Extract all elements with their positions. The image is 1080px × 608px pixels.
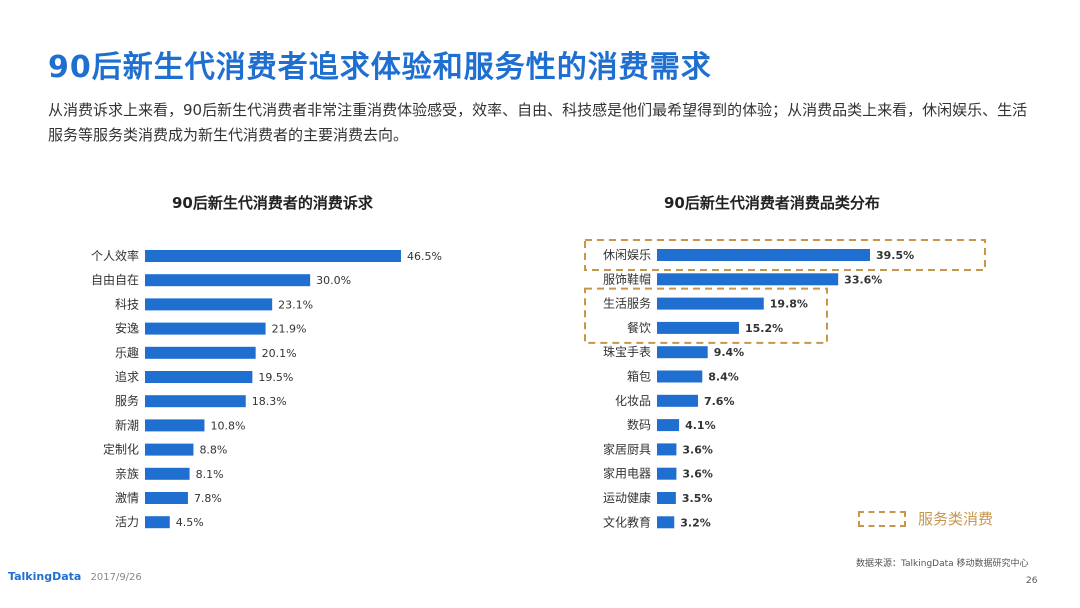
left-value-label: 30.0% bbox=[316, 274, 351, 287]
left-value-label: 10.8% bbox=[210, 419, 245, 432]
data-source: 数据来源：TalkingData 移动数据研究中心 bbox=[856, 559, 1029, 569]
left-bar bbox=[145, 322, 266, 335]
right-category-label: 箱包 bbox=[627, 369, 651, 384]
left-category-label: 活力 bbox=[115, 515, 139, 529]
highlight-box bbox=[584, 239, 986, 271]
left-value-label: 23.1% bbox=[278, 298, 313, 311]
right-bar bbox=[657, 249, 870, 261]
right-bar bbox=[657, 297, 764, 310]
footer-brand: TalkingData bbox=[8, 570, 82, 583]
left-category-label: 乐趣 bbox=[115, 345, 139, 360]
legend: 服务类消费 bbox=[858, 508, 993, 529]
page-title: 90后新生代消费者追求体验和服务性的消费需求 bbox=[48, 50, 712, 85]
right-value-label: 4.1% bbox=[685, 419, 716, 432]
right-bar bbox=[657, 346, 708, 359]
right-bar bbox=[657, 492, 676, 504]
right-bar bbox=[657, 273, 839, 286]
left-chart: 个人效率 46.5% 自由自在 30.0% 科技 23.1% 安逸 21.9% 乐趣 20.1% 追… bbox=[91, 248, 442, 529]
right-value-label: 39.5% bbox=[876, 249, 914, 262]
right-value-label: 8.4% bbox=[708, 371, 739, 384]
legend-label: 服务类消费 bbox=[918, 510, 994, 528]
right-category-label: 家居厨具 bbox=[603, 441, 651, 456]
right-category-label: 文化教育 bbox=[603, 514, 651, 529]
right-value-label: 3.6% bbox=[682, 468, 713, 481]
left-category-label: 自由自在 bbox=[91, 273, 139, 287]
left-value-label: 4.5% bbox=[176, 516, 204, 529]
left-category-label: 服务 bbox=[115, 393, 139, 408]
right-chart-title: 90后新生代消费者消费品类分布 bbox=[664, 194, 880, 212]
left-value-label: 21.9% bbox=[272, 323, 307, 336]
right-category-label: 生活服务 bbox=[603, 296, 651, 311]
footer-date: 2017/9/26 bbox=[90, 572, 142, 583]
highlight-box bbox=[584, 287, 828, 344]
left-value-label: 8.8% bbox=[199, 444, 227, 457]
left-value-label: 18.3% bbox=[252, 395, 287, 408]
right-value-label: 3.6% bbox=[682, 443, 713, 456]
left-bar bbox=[145, 492, 188, 504]
right-bar bbox=[657, 321, 739, 334]
left-category-label: 追求 bbox=[115, 369, 139, 384]
left-category-label: 新潮 bbox=[115, 417, 139, 432]
right-bar bbox=[657, 370, 703, 383]
left-bar bbox=[145, 419, 205, 432]
page-number: 26 bbox=[1026, 576, 1038, 586]
right-value-label: 9.4% bbox=[714, 346, 745, 359]
right-value-label: 7.6% bbox=[704, 395, 735, 408]
left-category-label: 安逸 bbox=[115, 321, 139, 336]
right-category-label: 数码 bbox=[627, 417, 651, 432]
left-bar bbox=[145, 298, 273, 311]
left-category-label: 科技 bbox=[115, 297, 139, 311]
left-value-label: 19.5% bbox=[258, 371, 293, 384]
left-bar bbox=[145, 467, 190, 480]
right-value-label: 15.2% bbox=[745, 322, 783, 335]
legend-dashed-box bbox=[858, 510, 906, 527]
left-value-label: 20.1% bbox=[262, 347, 297, 360]
left-value-label: 8.1% bbox=[196, 468, 224, 481]
page-subtitle: 从消费诉求上来看，90后新生代消费者非常注重消费体验感受，效率、自由、科技感是他… bbox=[48, 101, 1028, 144]
right-category-label: 休闲娱乐 bbox=[603, 248, 651, 262]
left-chart-title: 90后新生代消费者的消费诉求 bbox=[172, 194, 373, 212]
footer: TalkingData 2017/9/26 bbox=[8, 570, 142, 583]
left-bar bbox=[145, 346, 256, 359]
left-bar bbox=[145, 395, 246, 408]
right-category-label: 服饰鞋帽 bbox=[603, 271, 651, 286]
right-category-label: 家用电器 bbox=[603, 466, 651, 481]
right-bar bbox=[657, 467, 677, 480]
right-category-label: 运动健康 bbox=[603, 490, 651, 505]
right-bar bbox=[657, 516, 675, 529]
right-bar bbox=[657, 394, 698, 407]
right-chart: 休闲娱乐 39.5% 服饰鞋帽 33.6% 生活服务 19.8% 餐饮 15.2% 珠宝手表 9.… bbox=[584, 239, 986, 529]
right-category-label: 化妆品 bbox=[615, 394, 651, 408]
right-value-label: 33.6% bbox=[844, 273, 882, 286]
left-bar bbox=[145, 274, 311, 287]
left-value-label: 7.8% bbox=[194, 492, 222, 505]
right-category-label: 餐饮 bbox=[627, 320, 651, 335]
left-category-label: 个人效率 bbox=[91, 248, 139, 263]
left-category-label: 亲族 bbox=[115, 467, 139, 481]
left-bar bbox=[145, 443, 194, 456]
left-bar bbox=[145, 516, 170, 529]
left-bar bbox=[145, 371, 253, 383]
right-category-label: 珠宝手表 bbox=[603, 345, 651, 359]
left-value-label: 46.5% bbox=[407, 250, 442, 263]
right-bar bbox=[657, 443, 677, 456]
left-category-label: 定制化 bbox=[103, 442, 139, 457]
left-bar bbox=[145, 250, 401, 262]
left-category-label: 激情 bbox=[115, 491, 139, 505]
right-value-label: 19.8% bbox=[770, 298, 808, 311]
right-value-label: 3.2% bbox=[680, 516, 711, 529]
right-value-label: 3.5% bbox=[682, 492, 713, 505]
right-bar bbox=[657, 419, 680, 432]
